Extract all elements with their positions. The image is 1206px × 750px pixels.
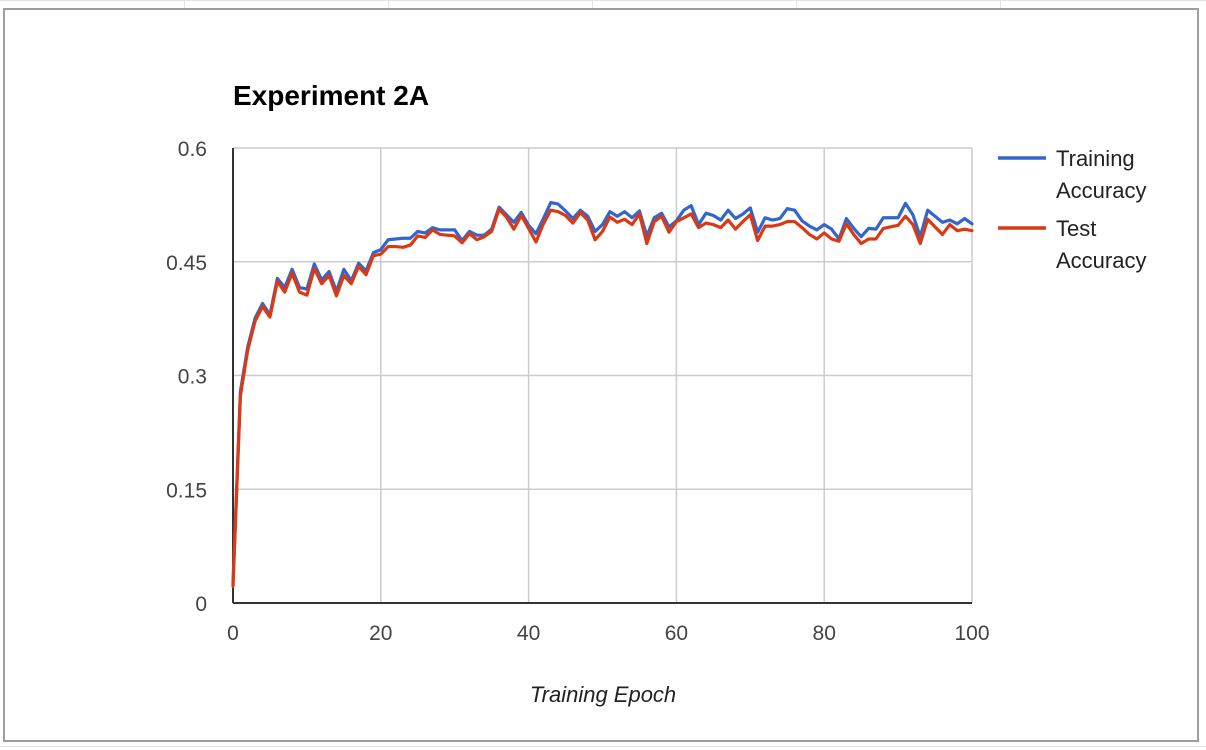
sheet-gridline (0, 746, 1206, 747)
x-tick-label: 40 (517, 622, 540, 645)
sheet-gridline (0, 0, 1206, 1)
y-tick-label: 0.45 (166, 252, 207, 275)
sheet-gridline (388, 0, 389, 10)
x-tick-label: 60 (665, 622, 688, 645)
chart-title: Experiment 2A (233, 80, 429, 111)
sheet-gridline (592, 0, 593, 10)
y-tick-label: 0.3 (178, 366, 207, 389)
x-tick-label: 0 (227, 622, 239, 645)
x-tick-label: 100 (954, 622, 989, 645)
legend-label-test-accuracy: Test (1056, 216, 1096, 241)
sheet-gridline (184, 0, 185, 10)
legend-label-test-accuracy: Accuracy (1056, 248, 1146, 273)
legend-label-training-accuracy: Accuracy (1056, 178, 1146, 203)
series-layer (231, 201, 974, 588)
y-tick-label: 0.6 (178, 138, 207, 161)
sheet-gridline (796, 0, 797, 10)
y-tick-label: 0 (195, 593, 207, 616)
tick-labels: 0 0.15 0.3 0.45 0.6 0 20 40 60 80 100 (166, 138, 989, 645)
legend[interactable]: Training Accuracy Test Accuracy (998, 146, 1146, 273)
series-line-test-accuracy (231, 207, 974, 588)
y-tick-label: 0.15 (166, 479, 207, 502)
series-line-training-accuracy (231, 201, 974, 585)
x-tick-label: 80 (813, 622, 836, 645)
grid-layer (233, 147, 973, 603)
x-axis-label: Training Epoch (530, 682, 676, 707)
legend-label-training-accuracy: Training (1056, 146, 1135, 171)
sheet-gridline (1000, 0, 1001, 10)
x-tick-label: 20 (369, 622, 392, 645)
axis-layer (232, 148, 972, 604)
